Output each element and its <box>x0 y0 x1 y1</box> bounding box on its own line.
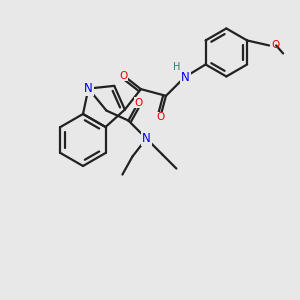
Text: O: O <box>271 40 279 50</box>
Text: O: O <box>119 70 128 81</box>
Text: N: N <box>84 82 93 95</box>
Text: O: O <box>156 112 164 122</box>
Text: N: N <box>181 71 190 84</box>
Text: H: H <box>173 62 180 73</box>
Text: O: O <box>134 98 142 108</box>
Text: N: N <box>142 132 151 145</box>
